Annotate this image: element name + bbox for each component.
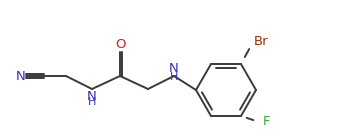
Text: H: H [170,72,178,82]
Text: O: O [115,38,125,51]
Text: F: F [262,115,270,129]
Text: N: N [16,69,26,83]
Text: H: H [88,97,96,107]
Text: Br: Br [254,35,268,47]
Text: N: N [87,90,97,103]
Text: N: N [169,62,179,75]
